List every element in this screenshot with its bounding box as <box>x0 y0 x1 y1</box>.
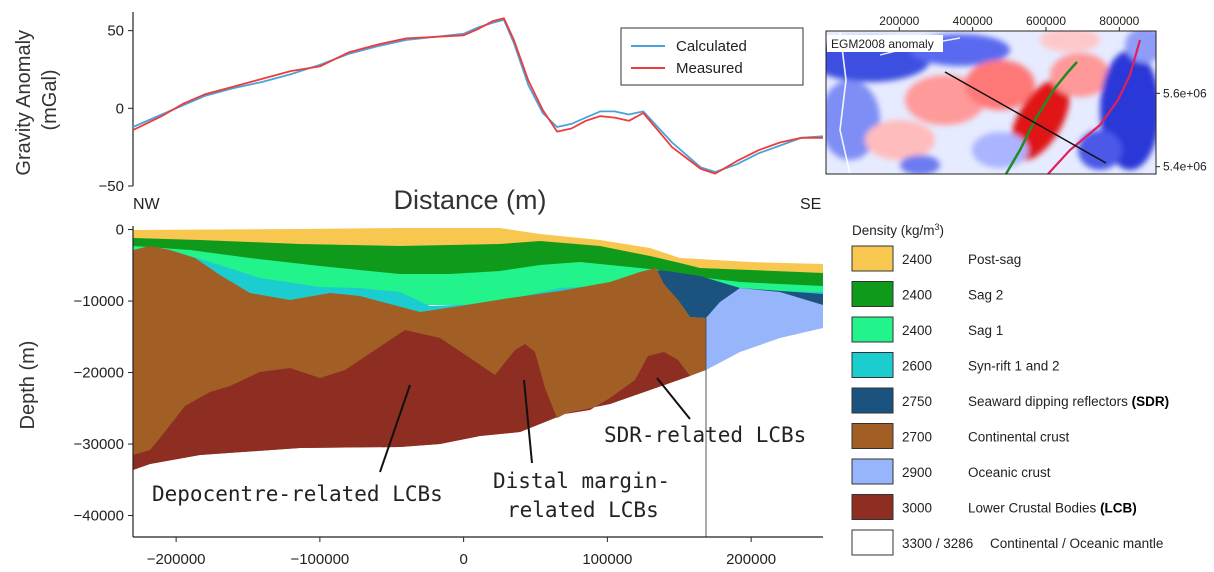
density-value: 2400 <box>902 288 932 303</box>
density-label: Oceanic crust <box>968 465 1051 480</box>
density-label: Continental / Oceanic mantle <box>990 536 1163 551</box>
section-x-ticks: −200000 −100000 0 100000 200000 <box>147 537 776 568</box>
density-label-text: Post-sag <box>968 252 1021 267</box>
map-xtick-label: 800000 <box>1099 14 1139 28</box>
gravity-ytick-label: −50 <box>99 178 124 195</box>
density-swatch <box>851 494 894 520</box>
map-title-box <box>827 35 943 52</box>
legend-measured: Measured <box>676 60 743 77</box>
density-label-text: Continental / Oceanic mantle <box>990 536 1163 551</box>
density-title-main: Density (kg/m <box>852 223 935 238</box>
density-legend-items: 2400 Post-sag 2400 Sag 2 2400 Sag 1 2600 Syn-ri… <box>851 245 1169 556</box>
section-xtick-label: −200000 <box>147 551 206 568</box>
annotation-distal-line1: Distal margin- <box>493 469 670 493</box>
density-swatch <box>851 245 894 272</box>
density-label: Syn-rift 1 and 2 <box>968 359 1060 374</box>
density-title-sup: 3 <box>935 222 940 232</box>
map-xtick-label: 600000 <box>1026 14 1066 28</box>
density-swatch <box>851 316 894 343</box>
annotation-depocentre: Depocentre-related LCBs <box>152 482 443 506</box>
section-ytick-label: 0 <box>116 222 124 239</box>
density-legend-title: Density (kg/m3) <box>852 222 944 238</box>
gravity-legend: Calculated Measured <box>620 27 804 86</box>
density-label-abbrev: (SDR) <box>1132 394 1170 409</box>
gravity-plot: 50 0 −50 Gravity Anomaly (mGal) NW SE Dist… <box>13 12 824 215</box>
map-field <box>826 31 1156 174</box>
annotation-sdr: SDR-related LCBs <box>604 423 806 447</box>
map-ticks: 200000 400000 600000 800000 5.6e+06 5.4e+06 <box>879 14 1207 174</box>
distance-xlabel: Distance (m) <box>393 185 546 215</box>
section-annotations: Depocentre-related LCBs Distal margin- r… <box>152 377 806 522</box>
density-value: 2750 <box>902 394 932 409</box>
density-label-text: Seaward dipping reflectors <box>968 394 1132 409</box>
gravity-ytick-label: 0 <box>116 100 124 117</box>
map-ytick-label: 5.6e+06 <box>1163 86 1207 100</box>
legend-calculated: Calculated <box>676 38 747 55</box>
density-label-text: Oceanic crust <box>968 465 1051 480</box>
density-title-end: ) <box>940 223 945 238</box>
density-label-abbrev: (LCB) <box>1100 501 1137 516</box>
density-value: 3000 <box>902 501 932 516</box>
density-swatch <box>851 423 894 449</box>
density-value: 2700 <box>902 430 932 445</box>
density-label: Continental crust <box>968 430 1070 445</box>
gravity-ylabel-line1: Gravity Anomaly <box>13 30 35 176</box>
density-swatch <box>851 387 894 414</box>
density-swatch <box>851 529 894 556</box>
map-ytick-label: 5.4e+06 <box>1163 160 1207 174</box>
density-value: 2400 <box>902 323 932 338</box>
gravity-ylabel: Gravity Anomaly (mGal) <box>13 24 61 175</box>
gravity-series <box>132 17 824 175</box>
density-value: 3300 / 3286 <box>902 536 973 551</box>
density-swatch <box>851 458 894 485</box>
section-mantle <box>133 328 823 537</box>
annotation-distal: Distal margin- related LCBs <box>493 469 683 522</box>
egm2008-map: EGM2008 anomaly 200000 400000 600000 800000… <box>825 14 1207 175</box>
density-label-text: Sag 2 <box>968 288 1003 303</box>
density-label-text: Continental crust <box>968 430 1070 445</box>
density-label: Lower Crustal Bodies (LCB) <box>968 501 1137 516</box>
section-xtick-label: 0 <box>459 551 467 568</box>
section-xtick-label: 200000 <box>726 551 776 568</box>
density-label-text: Lower Crustal Bodies <box>968 501 1100 516</box>
density-label: Seaward dipping reflectors (SDR) <box>968 394 1169 409</box>
section-ytick-label: −40000 <box>74 508 124 525</box>
density-label: Sag 2 <box>968 288 1003 303</box>
gravity-ytick-label: 50 <box>107 23 124 40</box>
annotation-distal-line2: related LCBs <box>507 498 659 522</box>
series-calculated <box>132 18 824 173</box>
section-ytick-label: −30000 <box>74 436 124 453</box>
density-label: Post-sag <box>968 252 1021 267</box>
section-layers <box>133 228 823 537</box>
section-oceanic <box>706 288 823 370</box>
map-xtick-label: 400000 <box>953 14 993 28</box>
nw-label: NW <box>133 196 161 213</box>
density-label-text: Sag 1 <box>968 323 1003 338</box>
density-value: 2900 <box>902 465 932 480</box>
density-swatch <box>851 281 894 307</box>
density-value: 2600 <box>902 359 932 374</box>
section-xtick-label: 100000 <box>582 551 632 568</box>
density-swatch <box>851 352 894 378</box>
se-label: SE <box>800 196 821 213</box>
section-sdr <box>630 270 823 318</box>
depth-ylabel: Depth (m) <box>17 341 39 430</box>
gravity-y-ticks: 50 0 −50 <box>99 23 133 195</box>
map-xtick-label: 200000 <box>879 14 919 28</box>
cross-section: 0 −10000 −20000 −30000 −40000 −200000 −100000… <box>17 222 823 568</box>
section-xtick-label: −100000 <box>290 551 349 568</box>
gravity-ylabel-line2: (mGal) <box>39 69 61 130</box>
section-lcb <box>133 330 690 470</box>
section-y-ticks: 0 −10000 −20000 −30000 −40000 <box>74 222 133 525</box>
density-label-text: Syn-rift 1 and 2 <box>968 359 1060 374</box>
map-title: EGM2008 anomaly <box>831 37 934 51</box>
series-measured <box>132 17 823 175</box>
legend-box <box>620 27 804 86</box>
section-ytick-label: −20000 <box>74 365 124 382</box>
density-label: Sag 1 <box>968 323 1003 338</box>
section-ytick-label: −10000 <box>74 293 124 310</box>
density-value: 2400 <box>902 252 932 267</box>
